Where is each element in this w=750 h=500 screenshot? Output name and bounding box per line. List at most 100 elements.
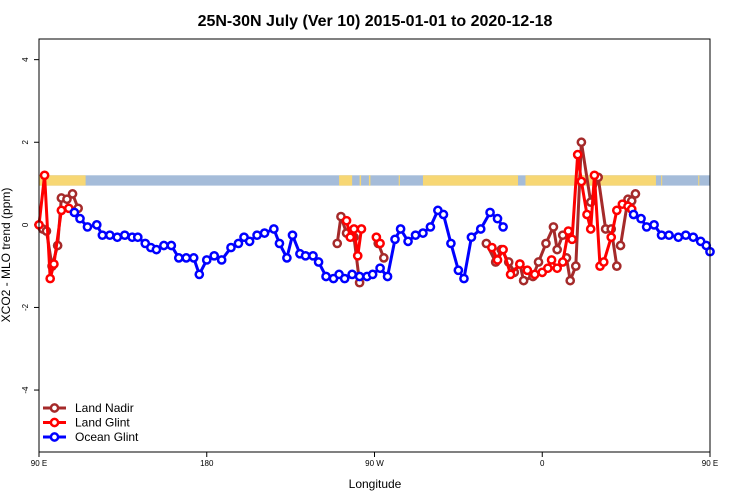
series-ocean-glint — [69, 205, 715, 284]
data-point — [459, 273, 469, 284]
data-point — [244, 236, 255, 247]
data-point — [606, 232, 617, 243]
land-segment — [398, 175, 400, 186]
data-point — [649, 220, 659, 230]
data-point — [390, 234, 400, 245]
legend-marker — [49, 403, 60, 413]
data-point — [589, 170, 600, 181]
data-point — [367, 269, 378, 280]
data-point — [466, 232, 477, 243]
data-point — [673, 232, 684, 243]
data-point — [403, 236, 413, 247]
legend-label: Land Nadir — [75, 401, 134, 415]
land-segment — [339, 175, 353, 186]
data-point — [533, 257, 544, 267]
land-segment — [422, 175, 519, 186]
land-segment — [661, 175, 663, 186]
data-point — [552, 244, 563, 255]
data-point — [576, 176, 587, 187]
data-point — [688, 232, 699, 243]
data-point — [354, 271, 365, 282]
x-axis-label: Longitude — [349, 477, 402, 491]
data-point — [45, 273, 56, 284]
data-point — [546, 255, 557, 265]
data-point — [518, 275, 529, 286]
data-point — [487, 242, 497, 253]
x-tick-label: 90 E — [31, 459, 47, 468]
data-point — [492, 255, 503, 265]
data-point — [630, 189, 641, 199]
data-point — [188, 253, 199, 263]
data-point — [132, 232, 143, 243]
data-point — [282, 253, 292, 263]
ocean-band — [39, 175, 710, 186]
data-point — [166, 240, 177, 251]
data-point — [69, 207, 80, 218]
data-point — [498, 244, 508, 255]
data-point — [548, 222, 559, 232]
data-point — [542, 263, 553, 274]
data-point — [269, 224, 279, 234]
data-point — [611, 205, 622, 216]
data-point — [62, 194, 72, 205]
chart-title: 25N-30N July (Ver 10) 2015-01-01 to 2020… — [198, 13, 553, 30]
data-point — [492, 213, 503, 224]
y-tick-label: 2 — [21, 139, 30, 144]
data-point — [378, 253, 389, 263]
data-point — [97, 230, 108, 241]
data-point — [529, 269, 540, 280]
data-point — [347, 269, 357, 280]
data-point — [656, 230, 667, 241]
y-tick-label: 0 — [21, 222, 30, 227]
data-point — [259, 228, 270, 238]
land-segment — [698, 175, 700, 186]
data-point — [641, 222, 652, 232]
data-point — [395, 224, 406, 234]
y-tick-label: 4 — [21, 57, 30, 62]
data-point — [356, 224, 367, 234]
data-point — [453, 265, 464, 276]
data-point — [418, 228, 428, 238]
data-point — [680, 230, 691, 241]
data-point — [308, 250, 318, 261]
data-series — [34, 137, 715, 288]
data-point — [75, 213, 85, 224]
legend-label: Land Glint — [75, 416, 130, 430]
data-point — [39, 170, 50, 181]
data-point — [438, 209, 449, 220]
data-point — [332, 238, 343, 249]
data-point — [345, 232, 356, 243]
data-point — [339, 273, 350, 284]
data-point — [201, 255, 212, 265]
plot-area-frame — [38, 38, 711, 453]
data-point — [181, 253, 192, 263]
data-point — [194, 269, 205, 280]
data-point — [56, 205, 67, 216]
series-line — [73, 208, 505, 281]
y-axis-label: XCO2 - MLO trend (ppm) — [0, 188, 13, 323]
data-point — [313, 257, 324, 267]
data-point — [552, 263, 563, 274]
data-point — [615, 240, 626, 251]
data-point — [446, 238, 456, 249]
data-point — [515, 259, 525, 269]
series-land-glint — [34, 149, 637, 284]
data-point — [375, 238, 385, 249]
data-point — [119, 230, 130, 241]
data-point — [274, 238, 285, 249]
data-point — [557, 257, 568, 267]
data-point — [505, 269, 516, 280]
data-point — [233, 238, 244, 249]
data-point — [425, 222, 436, 232]
data-point — [112, 232, 123, 243]
data-point — [173, 253, 184, 263]
data-point — [216, 255, 227, 265]
y-tick-label: -2 — [21, 303, 30, 311]
data-point — [576, 137, 587, 148]
data-point — [300, 250, 311, 261]
data-point — [151, 244, 162, 255]
data-point — [585, 224, 596, 234]
data-point — [49, 259, 59, 269]
land-segment — [368, 175, 371, 186]
